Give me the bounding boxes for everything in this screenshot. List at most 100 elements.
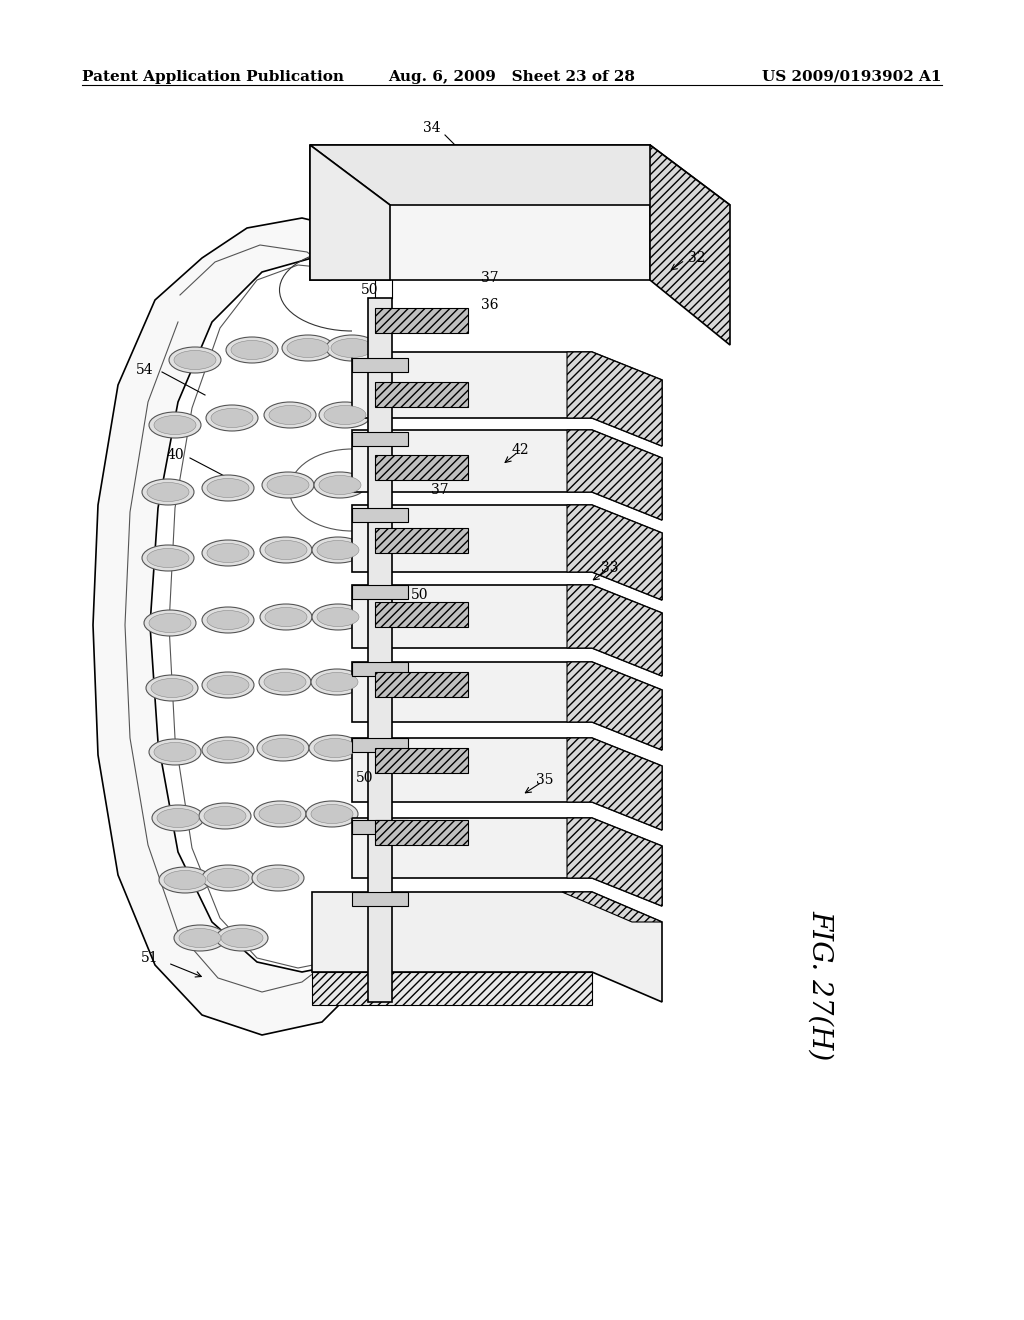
- Text: 33: 33: [601, 561, 618, 576]
- Ellipse shape: [147, 549, 189, 568]
- Polygon shape: [567, 818, 662, 906]
- Polygon shape: [310, 145, 650, 280]
- Ellipse shape: [207, 676, 249, 694]
- Ellipse shape: [207, 741, 249, 759]
- Ellipse shape: [316, 672, 358, 692]
- Ellipse shape: [164, 870, 206, 890]
- Ellipse shape: [262, 738, 304, 758]
- Polygon shape: [375, 820, 468, 845]
- Polygon shape: [352, 585, 662, 676]
- Ellipse shape: [306, 801, 358, 828]
- Ellipse shape: [147, 483, 189, 502]
- Ellipse shape: [267, 475, 309, 495]
- Ellipse shape: [257, 735, 309, 762]
- Ellipse shape: [312, 537, 364, 564]
- Ellipse shape: [254, 801, 306, 828]
- Polygon shape: [567, 663, 662, 750]
- Ellipse shape: [174, 925, 226, 950]
- Polygon shape: [567, 738, 662, 830]
- Ellipse shape: [282, 335, 334, 360]
- Ellipse shape: [207, 610, 249, 630]
- Text: 50: 50: [356, 771, 374, 785]
- Ellipse shape: [142, 479, 194, 506]
- Polygon shape: [310, 145, 390, 280]
- Ellipse shape: [204, 807, 246, 825]
- Text: Aug. 6, 2009   Sheet 23 of 28: Aug. 6, 2009 Sheet 23 of 28: [388, 70, 636, 84]
- Polygon shape: [352, 892, 408, 906]
- Polygon shape: [567, 430, 662, 520]
- Ellipse shape: [207, 869, 249, 887]
- Ellipse shape: [314, 473, 366, 498]
- Ellipse shape: [144, 610, 196, 636]
- Ellipse shape: [150, 614, 191, 632]
- Ellipse shape: [264, 672, 306, 692]
- Ellipse shape: [311, 804, 353, 824]
- Polygon shape: [310, 145, 730, 205]
- Polygon shape: [352, 506, 662, 601]
- Text: 36: 36: [481, 298, 499, 312]
- Ellipse shape: [202, 737, 254, 763]
- Text: 54: 54: [136, 363, 154, 378]
- Polygon shape: [352, 738, 408, 752]
- Polygon shape: [352, 738, 662, 830]
- Ellipse shape: [174, 351, 216, 370]
- Ellipse shape: [259, 669, 311, 696]
- Text: Patent Application Publication: Patent Application Publication: [82, 70, 344, 84]
- Ellipse shape: [317, 540, 359, 560]
- Ellipse shape: [326, 335, 378, 360]
- Ellipse shape: [319, 403, 371, 428]
- Ellipse shape: [262, 473, 314, 498]
- Text: 34: 34: [423, 121, 440, 135]
- Polygon shape: [567, 506, 662, 601]
- Polygon shape: [375, 528, 468, 553]
- Text: US 2009/0193902 A1: US 2009/0193902 A1: [763, 70, 942, 84]
- Ellipse shape: [226, 337, 278, 363]
- Ellipse shape: [259, 804, 301, 824]
- Ellipse shape: [206, 405, 258, 432]
- Ellipse shape: [154, 416, 196, 434]
- Ellipse shape: [152, 805, 204, 832]
- Polygon shape: [352, 508, 408, 521]
- Polygon shape: [93, 218, 352, 1035]
- Polygon shape: [567, 352, 662, 446]
- Text: 51: 51: [141, 950, 159, 965]
- Ellipse shape: [146, 675, 198, 701]
- Polygon shape: [375, 672, 468, 697]
- Polygon shape: [368, 298, 392, 1002]
- Ellipse shape: [260, 605, 312, 630]
- Ellipse shape: [202, 607, 254, 634]
- Polygon shape: [375, 455, 468, 480]
- Text: 32: 32: [688, 251, 706, 265]
- Ellipse shape: [142, 545, 194, 572]
- Text: 40: 40: [166, 447, 184, 462]
- Ellipse shape: [202, 865, 254, 891]
- Ellipse shape: [207, 479, 249, 498]
- Text: 37: 37: [431, 483, 449, 498]
- Text: 50: 50: [361, 282, 379, 297]
- Polygon shape: [352, 663, 408, 676]
- Ellipse shape: [331, 338, 373, 358]
- Ellipse shape: [169, 347, 221, 374]
- Polygon shape: [567, 585, 662, 676]
- Ellipse shape: [319, 475, 361, 495]
- Ellipse shape: [257, 869, 299, 887]
- Ellipse shape: [265, 607, 307, 627]
- Ellipse shape: [309, 735, 361, 762]
- Ellipse shape: [264, 403, 316, 428]
- Ellipse shape: [159, 867, 211, 894]
- Text: 50: 50: [412, 587, 429, 602]
- Polygon shape: [352, 352, 662, 446]
- Ellipse shape: [150, 412, 201, 438]
- Ellipse shape: [216, 925, 268, 950]
- Text: FIG. 27(H): FIG. 27(H): [807, 909, 834, 1060]
- Ellipse shape: [221, 928, 263, 948]
- Ellipse shape: [157, 808, 199, 828]
- Ellipse shape: [265, 540, 307, 560]
- Polygon shape: [312, 972, 592, 1005]
- Polygon shape: [352, 585, 408, 599]
- Polygon shape: [375, 602, 468, 627]
- Polygon shape: [352, 432, 408, 446]
- Text: 37: 37: [481, 271, 499, 285]
- Ellipse shape: [202, 475, 254, 502]
- Polygon shape: [375, 381, 468, 407]
